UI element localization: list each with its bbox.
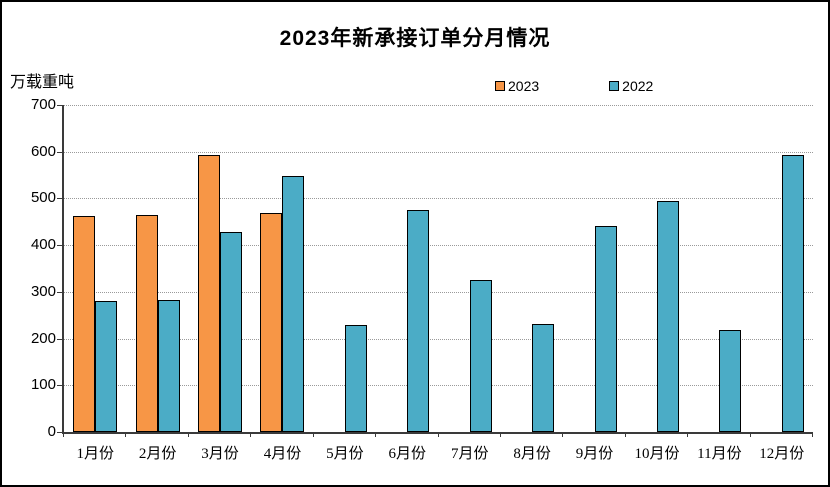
x-tick-mark-8 [562, 432, 564, 437]
y-tick-label-400: 400 [30, 236, 56, 254]
x-tick-mark-2 [187, 432, 189, 437]
x-tick-mark-3 [250, 432, 252, 437]
legend-item-2023: 2023 [495, 78, 539, 94]
y-tick-label-200: 200 [30, 329, 56, 347]
x-category-label-4: 4月份 [263, 446, 302, 462]
x-tick-mark-0 [63, 432, 64, 437]
bar-2022-11月份 [719, 330, 742, 432]
bar-2023-1月份 [73, 216, 96, 432]
x-tick-mark-6 [437, 432, 439, 437]
bar-2022-8月份 [532, 324, 555, 432]
bar-2022-7月份 [469, 280, 492, 432]
x-category-label-8: 8月份 [513, 446, 551, 462]
gridline-500 [64, 198, 813, 200]
bar-2022-4月份 [282, 176, 305, 432]
x-category-label-11: 11月份 [697, 446, 742, 462]
x-category-label-1: 1月份 [76, 446, 114, 462]
x-category-label-7: 7月份 [450, 446, 489, 462]
bar-2022-9月份 [594, 226, 617, 432]
legend-swatch-2023-icon [495, 81, 505, 91]
gridline-600 [64, 151, 813, 153]
y-tick-label-700: 700 [30, 96, 56, 113]
x-category-label-12: 12月份 [759, 446, 805, 462]
x-tick-mark-1 [125, 432, 127, 437]
x-tick-mark-4 [312, 432, 314, 437]
bar-2023-4月份 [260, 213, 283, 432]
x-category-label-3: 3月份 [201, 446, 239, 462]
legend-label-2023: 2023 [508, 78, 540, 94]
y-tick-mark-700 [57, 105, 63, 106]
x-tick-mark-11 [749, 432, 751, 437]
bar-2022-6月份 [407, 210, 430, 432]
legend: 2023 2022 [495, 78, 653, 94]
chart-title: 2023年新承接订单分月情况 [279, 27, 551, 50]
x-tick-mark-12 [812, 432, 813, 437]
bar-2022-5月份 [344, 325, 367, 432]
y-tick-mark-500 [57, 198, 63, 200]
legend-label-2022: 2022 [622, 78, 654, 94]
y-tick-label-0: 0 [47, 423, 56, 440]
x-tick-mark-5 [375, 432, 377, 437]
y-tick-mark-200 [57, 338, 63, 340]
gridline-100 [64, 385, 813, 387]
y-tick-label-300: 300 [30, 282, 56, 300]
bar-2023-2月份 [135, 215, 158, 432]
y-tick-label-100: 100 [30, 376, 56, 394]
y-tick-mark-0 [57, 432, 63, 433]
x-category-label-2: 2月份 [138, 446, 177, 462]
bar-2022-10月份 [656, 201, 679, 432]
x-category-label-10: 10月份 [634, 446, 680, 462]
y-tick-label-500: 500 [30, 189, 56, 207]
bar-2022-2月份 [157, 300, 180, 432]
x-category-label-5: 5月份 [326, 446, 364, 462]
y-tick-mark-400 [57, 245, 63, 247]
y-tick-mark-600 [57, 151, 63, 153]
legend-item-2022: 2022 [609, 78, 653, 94]
gridline-700 [64, 105, 813, 106]
x-tick-mark-10 [687, 432, 689, 437]
gridline-200 [64, 338, 813, 340]
bar-2022-1月份 [95, 301, 118, 432]
y-axis-unit-label: 万载重吨 [10, 74, 75, 91]
bar-2023-3月份 [198, 155, 221, 432]
x-tick-mark-9 [624, 432, 626, 437]
bar-2022-3月份 [220, 232, 243, 432]
legend-swatch-2022-icon [609, 81, 620, 91]
y-tick-mark-100 [57, 385, 63, 387]
gridline-300 [64, 291, 813, 293]
bar-2022-12月份 [781, 155, 804, 432]
x-tick-mark-7 [499, 432, 501, 437]
gridline-400 [64, 245, 813, 247]
y-tick-mark-300 [57, 291, 63, 293]
x-category-label-6: 6月份 [388, 446, 427, 462]
x-category-label-9: 9月份 [575, 446, 614, 462]
plot-area [62, 105, 813, 434]
y-tick-label-600: 600 [30, 142, 56, 160]
